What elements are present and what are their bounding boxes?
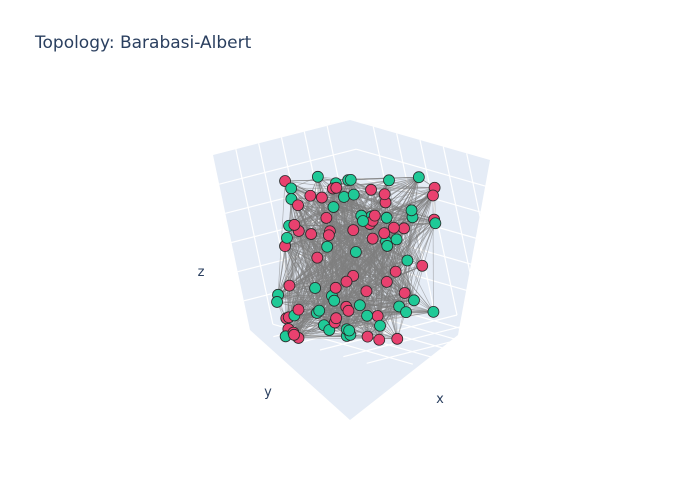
node-marker[interactable]: [344, 325, 355, 336]
node-marker[interactable]: [289, 219, 300, 230]
node-marker[interactable]: [379, 228, 390, 239]
node-marker[interactable]: [286, 183, 297, 194]
node-marker[interactable]: [310, 282, 321, 293]
node-marker[interactable]: [329, 295, 340, 306]
node-marker[interactable]: [381, 212, 392, 223]
node-marker[interactable]: [402, 255, 413, 266]
node-marker[interactable]: [322, 241, 333, 252]
node-marker[interactable]: [316, 192, 327, 203]
node-marker[interactable]: [348, 189, 359, 200]
node-marker[interactable]: [401, 307, 412, 318]
node-marker[interactable]: [413, 172, 424, 183]
node-marker[interactable]: [399, 223, 410, 234]
node-marker[interactable]: [369, 210, 380, 221]
node-marker[interactable]: [382, 240, 393, 251]
node-marker[interactable]: [362, 310, 373, 321]
node-marker[interactable]: [321, 212, 332, 223]
node-marker[interactable]: [323, 230, 334, 241]
node-marker[interactable]: [345, 174, 356, 185]
node-marker[interactable]: [408, 295, 419, 306]
node-marker[interactable]: [331, 313, 342, 324]
node-marker[interactable]: [361, 286, 372, 297]
node-marker[interactable]: [399, 287, 410, 298]
node-marker[interactable]: [417, 260, 428, 271]
node-marker[interactable]: [362, 331, 373, 342]
node-marker[interactable]: [306, 229, 317, 240]
x-axis-label: x: [436, 392, 444, 407]
node-marker[interactable]: [312, 252, 323, 263]
node-marker[interactable]: [366, 184, 377, 195]
node-marker[interactable]: [428, 306, 439, 317]
node-marker[interactable]: [375, 320, 386, 331]
node-marker[interactable]: [372, 310, 383, 321]
node-marker[interactable]: [339, 192, 350, 203]
node-marker[interactable]: [357, 215, 368, 226]
node-marker[interactable]: [350, 247, 361, 258]
node-marker[interactable]: [379, 189, 390, 200]
node-marker[interactable]: [384, 175, 395, 186]
node-marker[interactable]: [314, 305, 325, 316]
node-marker[interactable]: [391, 234, 402, 245]
node-marker[interactable]: [330, 282, 341, 293]
node-marker[interactable]: [406, 205, 417, 216]
node-marker[interactable]: [331, 182, 342, 193]
chart-title: Topology: Barabasi-Albert: [35, 33, 251, 53]
node-marker[interactable]: [374, 334, 385, 345]
node-marker[interactable]: [281, 232, 292, 243]
node-marker[interactable]: [293, 304, 304, 315]
node-marker[interactable]: [328, 202, 339, 213]
node-marker[interactable]: [430, 218, 441, 229]
node-marker[interactable]: [354, 300, 365, 311]
node-marker[interactable]: [392, 333, 403, 344]
node-marker[interactable]: [341, 276, 352, 287]
node-marker[interactable]: [272, 296, 283, 307]
node-marker[interactable]: [427, 190, 438, 201]
node-marker[interactable]: [388, 222, 399, 233]
node-marker[interactable]: [305, 190, 316, 201]
node-marker[interactable]: [343, 305, 354, 316]
node-marker[interactable]: [312, 171, 323, 182]
node-marker[interactable]: [367, 233, 378, 244]
node-marker[interactable]: [293, 200, 304, 211]
node-marker[interactable]: [284, 280, 295, 291]
z-axis-label: z: [198, 265, 205, 280]
y-axis-label: y: [264, 385, 272, 400]
node-marker[interactable]: [381, 276, 392, 287]
node-marker[interactable]: [390, 266, 401, 277]
node-marker[interactable]: [348, 225, 359, 236]
node-marker[interactable]: [289, 329, 300, 340]
